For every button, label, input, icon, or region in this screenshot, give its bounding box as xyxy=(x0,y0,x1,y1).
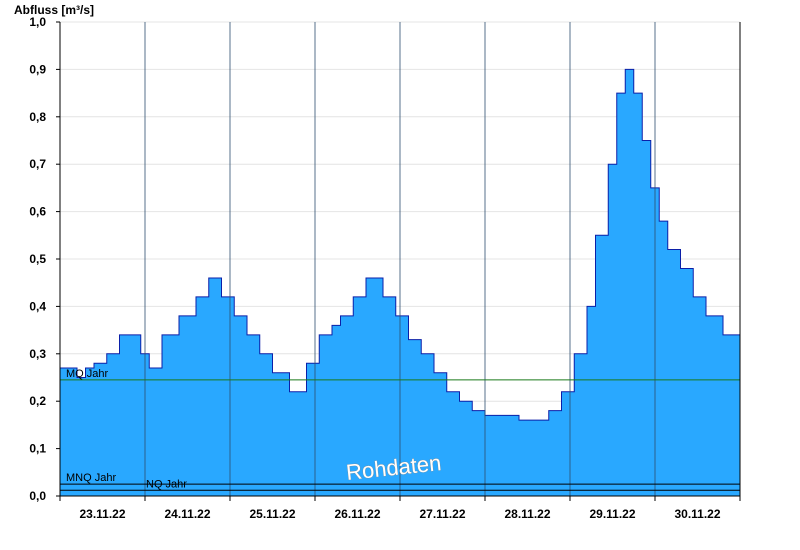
x-ticks: 23.11.22 24.11.22 25.11.22 26.11.22 27.11.22… xyxy=(59,496,741,521)
y-tick-label: 0,8 xyxy=(29,110,46,124)
reference-line-label: NQ Jahr xyxy=(146,478,187,490)
day-separators xyxy=(144,22,656,496)
y-tick-label: 0,0 xyxy=(29,489,46,503)
x-tick-label: 25.11.22 xyxy=(249,507,295,521)
x-tick-label: 24.11.22 xyxy=(164,507,210,521)
y-ticks: 0,0 0,1 0,2 0,3 0,4 0,5 0,6 0,7 0,8 0,9 1,0 xyxy=(29,15,60,503)
y-tick-label: 0,2 xyxy=(29,394,46,408)
y-tick-label: 0,6 xyxy=(29,205,46,219)
x-tick-label: 29.11.22 xyxy=(589,507,635,521)
y-tick-label: 0,7 xyxy=(29,157,46,171)
x-tick-label: 27.11.22 xyxy=(419,507,465,521)
y-axis-label: Abfluss [m³/s] xyxy=(14,3,94,17)
x-tick-label: 23.11.22 xyxy=(79,507,125,521)
x-tick-label: 30.11.22 xyxy=(674,507,720,521)
y-tick-label: 0,9 xyxy=(29,62,46,76)
x-tick-label: 28.11.22 xyxy=(504,507,550,521)
reference-line-label: MQ Jahr xyxy=(66,368,109,380)
y-tick-label: 0,1 xyxy=(29,442,46,456)
y-tick-label: 1,0 xyxy=(29,15,46,29)
x-tick-label: 26.11.22 xyxy=(334,507,380,521)
reference-lines: MQ Jahr MNQ Jahr NQ Jahr xyxy=(60,368,740,491)
y-tick-label: 0,4 xyxy=(29,299,46,313)
y-tick-label: 0,3 xyxy=(29,347,46,361)
reference-line-label: MNQ Jahr xyxy=(66,472,116,484)
discharge-line xyxy=(60,68,741,421)
y-tick-label: 0,5 xyxy=(29,252,46,266)
